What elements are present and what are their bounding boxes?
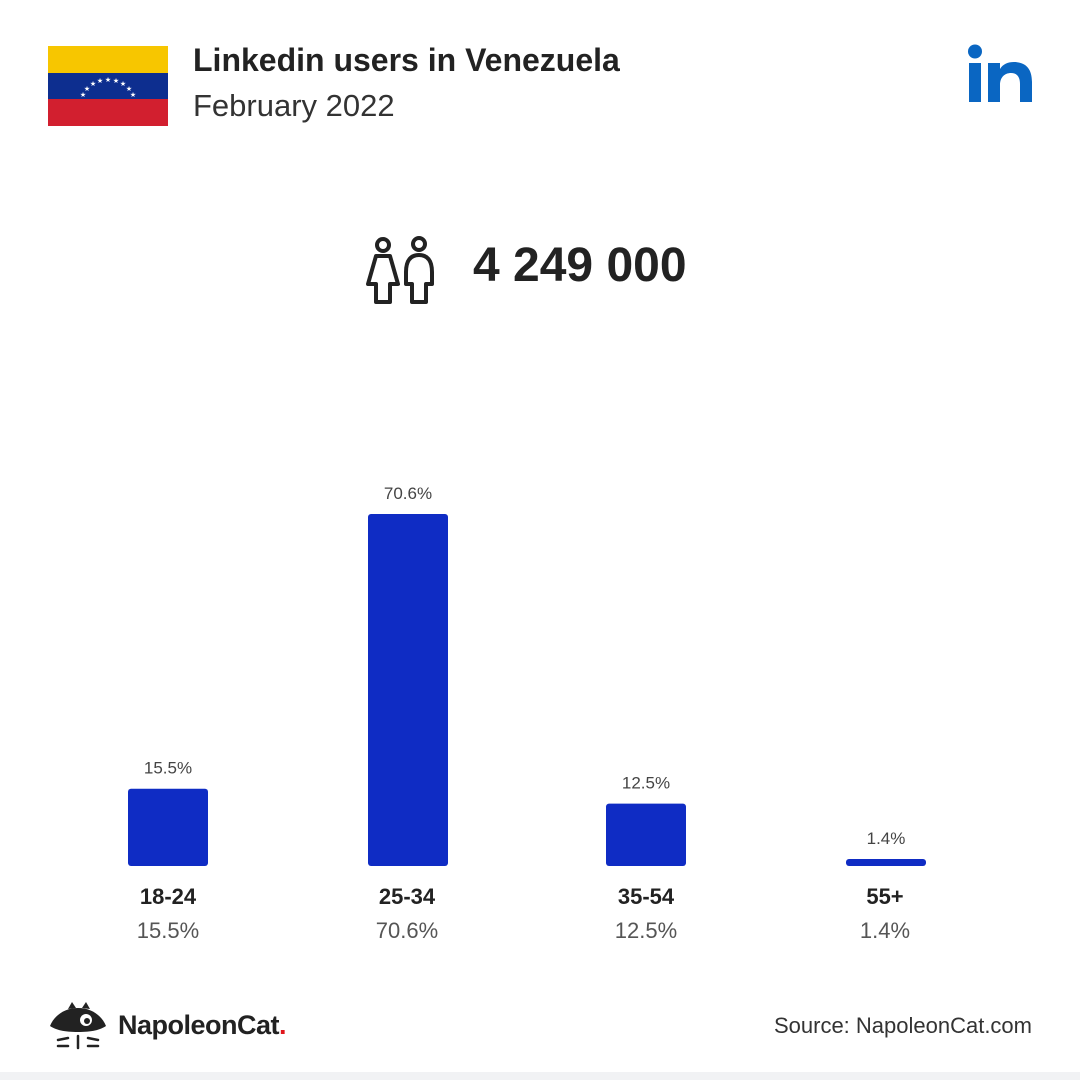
bar-label-55-plus: 1.4% [867, 829, 906, 848]
bar-25-34 [368, 514, 448, 866]
flag-stars: ★ ★ ★ ★ ★ ★ ★ ★ ★ [80, 76, 136, 99]
category-label-35-54: 35-54 [617, 884, 675, 909]
svg-text:★: ★ [90, 80, 96, 88]
bottom-strip [0, 1072, 1080, 1080]
footer-brand-name: NapoleonCat [118, 1010, 280, 1040]
svg-text:★: ★ [113, 77, 119, 85]
svg-text:★: ★ [130, 91, 136, 99]
svg-text:★: ★ [84, 85, 90, 93]
bar-35-54 [606, 803, 686, 866]
linkedin-logo-icon [968, 44, 1032, 102]
footer-brand: NapoleonCat. [118, 1010, 287, 1041]
svg-text:★: ★ [120, 80, 126, 88]
flag-blue-band: ★ ★ ★ ★ ★ ★ ★ ★ ★ [48, 72, 168, 100]
page-subtitle: February 2022 [193, 88, 395, 123]
category-label-18-24: 18-24 [139, 884, 197, 909]
category-value-55-plus: 1.4% [859, 918, 911, 943]
page-title: Linkedin users in Venezuela [193, 42, 620, 78]
bar-label-35-54: 12.5% [622, 774, 670, 793]
flag-red-band [48, 99, 168, 126]
source-note: Source: NapoleonCat.com [773, 1013, 1032, 1038]
users-icon [366, 236, 434, 304]
bar-label-18-24: 15.5% [144, 759, 192, 778]
category-value-35-54: 12.5% [614, 918, 678, 943]
footer-brand-dot: . [279, 1010, 287, 1040]
bar-label-25-34: 70.6% [384, 484, 432, 503]
flag-yellow-band [48, 46, 168, 73]
bar-55-plus [846, 859, 926, 866]
svg-text:★: ★ [105, 76, 111, 84]
svg-text:★: ★ [126, 85, 132, 93]
category-label-25-34: 25-34 [378, 884, 436, 909]
svg-text:★: ★ [80, 91, 86, 99]
napoleoncat-logo-icon [50, 1002, 106, 1050]
bar-18-24 [128, 788, 208, 866]
category-label-55-plus: 55+ [866, 884, 904, 909]
venezuela-flag-icon: ★ ★ ★ ★ ★ ★ ★ ★ ★ [48, 46, 168, 126]
category-value-25-34: 70.6% [375, 918, 439, 943]
svg-text:★: ★ [97, 77, 103, 85]
category-value-18-24: 15.5% [136, 918, 200, 943]
total-users-value: 4 249 000 [473, 239, 687, 292]
